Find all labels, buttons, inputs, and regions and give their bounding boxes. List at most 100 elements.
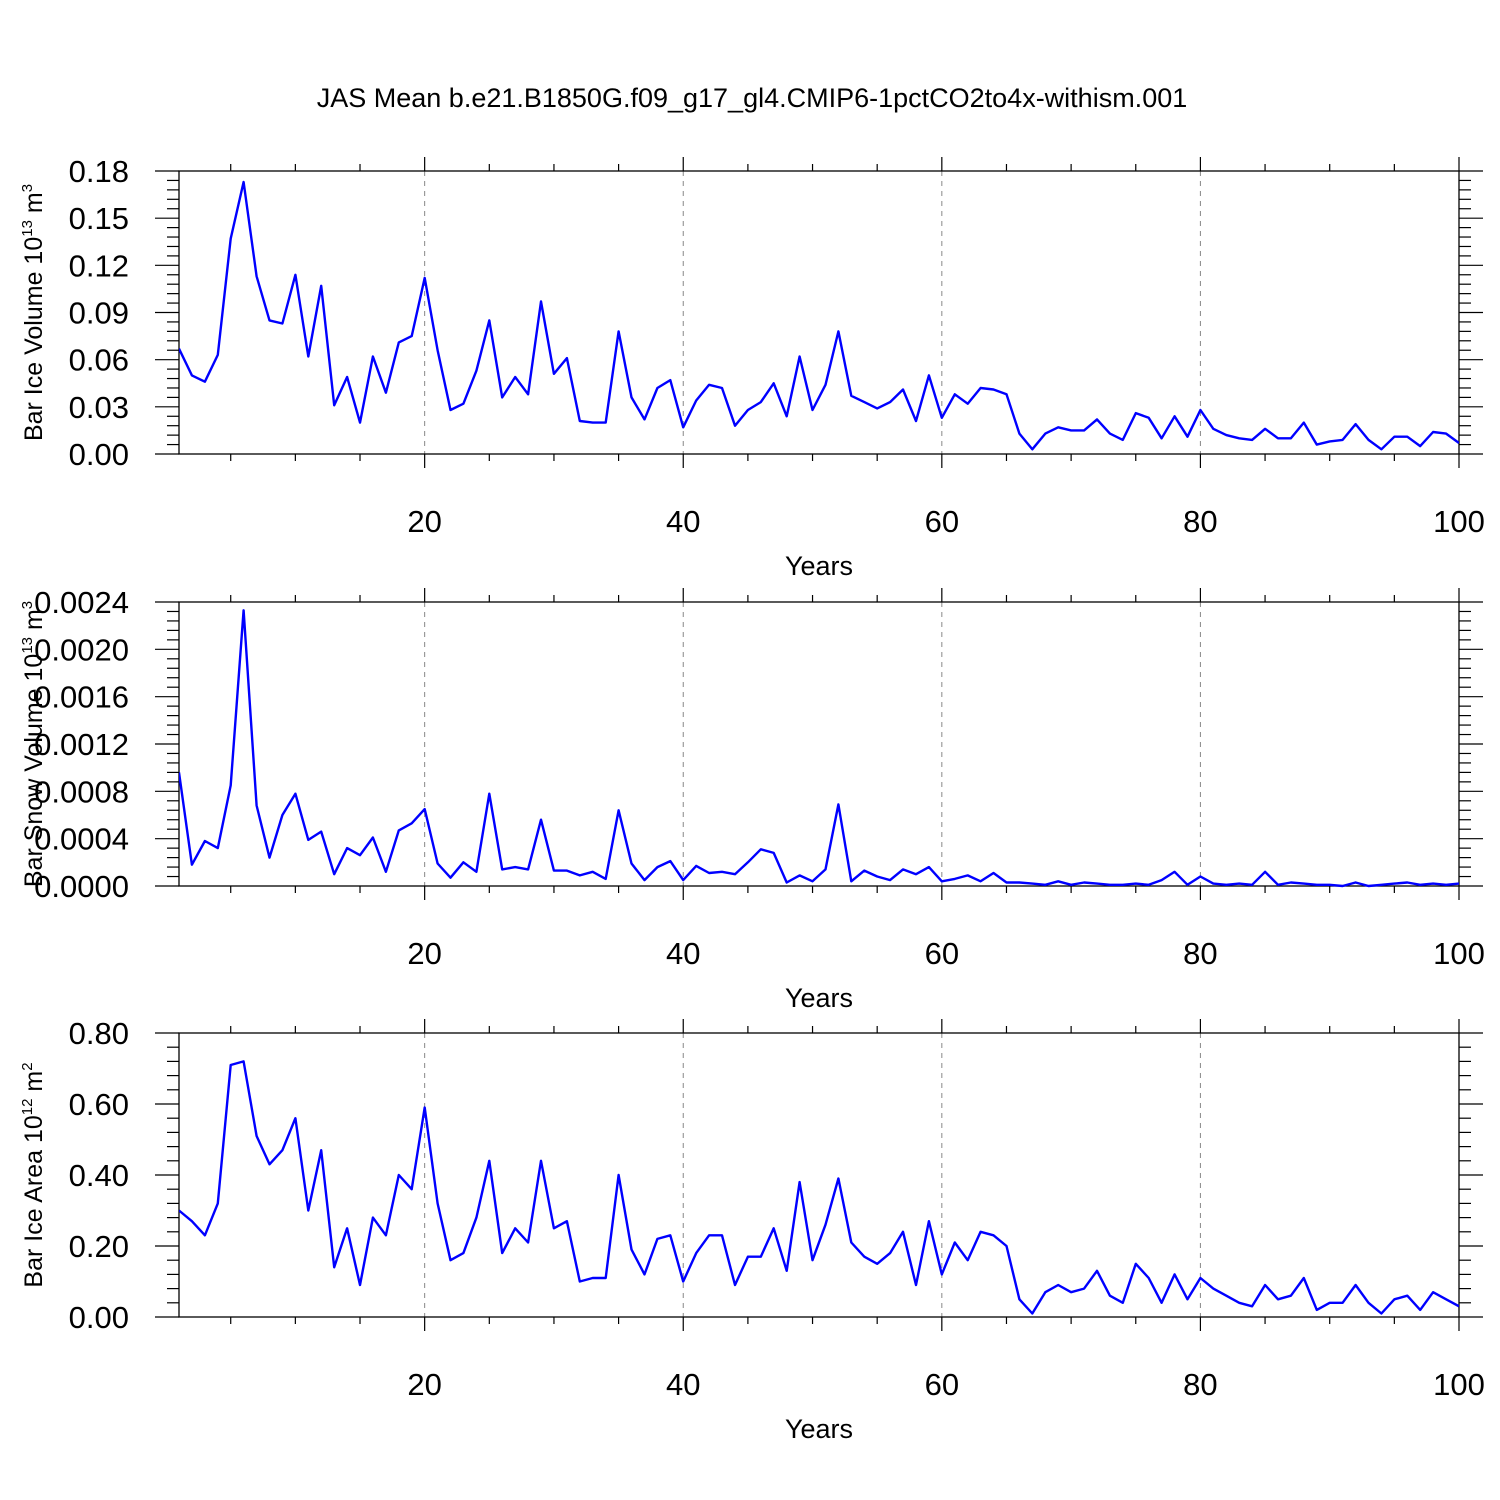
data-point [475, 369, 477, 371]
data-point [1393, 436, 1395, 438]
data-point [191, 374, 193, 376]
data-point [527, 1241, 529, 1243]
data-point [1070, 884, 1072, 886]
data-point [1044, 884, 1046, 886]
data-point [436, 862, 438, 864]
data-point [398, 829, 400, 831]
data-point [1031, 1312, 1033, 1314]
data-point [333, 404, 335, 406]
data-point [1083, 881, 1085, 883]
data-point [876, 875, 878, 877]
data-point [773, 1227, 775, 1229]
data-point [281, 1149, 283, 1151]
data-point [553, 869, 555, 871]
data-point [1367, 885, 1369, 887]
data-point [1380, 448, 1382, 450]
data-point [527, 868, 529, 870]
data-point [307, 1209, 309, 1211]
data-point [721, 387, 723, 389]
data-point [1354, 881, 1356, 883]
data-point [217, 847, 219, 849]
data-point [604, 878, 606, 880]
data-point [747, 861, 749, 863]
data-point [255, 275, 257, 277]
data-point [915, 1284, 917, 1286]
data-point [1212, 882, 1214, 884]
data-point [798, 355, 800, 357]
x-tick-label: 80 [1183, 936, 1217, 971]
data-point [1432, 431, 1434, 433]
data-point [1238, 437, 1240, 439]
data-point [1018, 881, 1020, 883]
data-point [1199, 1277, 1201, 1279]
data-point [1458, 882, 1460, 884]
data-point [230, 1064, 232, 1066]
data-point [579, 420, 581, 422]
data-point [966, 1259, 968, 1261]
data-point [333, 1266, 335, 1268]
y-tick-label: 0.60 [69, 1087, 129, 1122]
x-tick-label: 20 [407, 1367, 441, 1402]
data-point [824, 1224, 826, 1226]
data-point [1251, 884, 1253, 886]
data-point [501, 868, 503, 870]
data-point [1031, 448, 1033, 450]
y-tick-label: 0.0000 [34, 869, 129, 904]
x-tick-label: 20 [407, 936, 441, 971]
data-point [1147, 884, 1149, 886]
data-point [1109, 884, 1111, 886]
data-point [1173, 871, 1175, 873]
y-tick-label: 0.0024 [34, 585, 129, 620]
data-point [734, 1284, 736, 1286]
data-point [1005, 1245, 1007, 1247]
data-point [1005, 393, 1007, 395]
data-point [760, 401, 762, 403]
data-point [204, 840, 206, 842]
data-point [1199, 409, 1201, 411]
data-point [488, 793, 490, 795]
data-point [979, 880, 981, 882]
data-point [837, 1177, 839, 1179]
y-axis-label: Bar Ice Area 1012 m2 [19, 1062, 48, 1287]
data-point [1458, 442, 1460, 444]
data-point [592, 871, 594, 873]
data-point [514, 866, 516, 868]
data-point [811, 409, 813, 411]
data-point [411, 1188, 413, 1190]
data-point [1290, 1295, 1292, 1297]
data-point [1303, 421, 1305, 423]
data-point [798, 1181, 800, 1183]
data-point [178, 347, 180, 349]
data-point [966, 402, 968, 404]
data-point [617, 330, 619, 332]
y-tick-label: 0.12 [69, 248, 129, 283]
data-point [863, 869, 865, 871]
data-point [954, 1241, 956, 1243]
data-point [230, 237, 232, 239]
data-point [1445, 1298, 1447, 1300]
data-point [1329, 884, 1331, 886]
data-point [411, 822, 413, 824]
data-point [178, 771, 180, 773]
data-point [553, 1227, 555, 1229]
data-point [734, 425, 736, 427]
data-point [1277, 437, 1279, 439]
data-point [876, 1263, 878, 1265]
data-point [928, 1220, 930, 1222]
data-point [1406, 1295, 1408, 1297]
data-point [294, 274, 296, 276]
data-point [1367, 439, 1369, 441]
data-point [1277, 1298, 1279, 1300]
y-tick-label: 0.18 [69, 154, 129, 189]
data-point [1160, 1302, 1162, 1304]
data-point [320, 1149, 322, 1151]
y-axis-label: Bar Snow Volume 1013 m3 [19, 601, 48, 887]
data-point [954, 393, 956, 395]
data-point [1406, 436, 1408, 438]
x-axis-label: Years [785, 1414, 853, 1444]
series-line [179, 180, 1459, 451]
data-point [566, 1220, 568, 1222]
x-tick-label: 60 [925, 936, 959, 971]
data-point [462, 402, 464, 404]
data-point [204, 1234, 206, 1236]
